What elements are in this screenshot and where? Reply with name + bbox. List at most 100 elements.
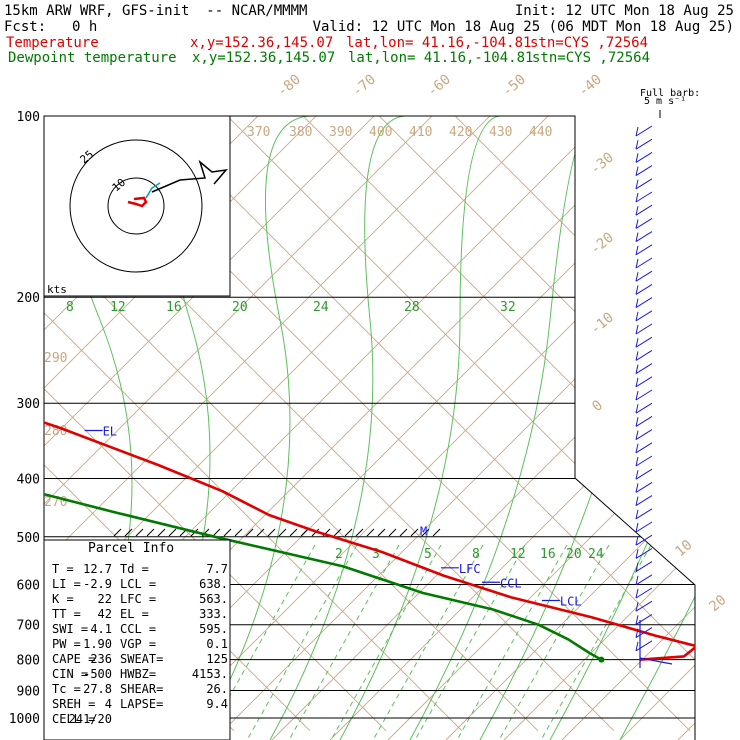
wind-barb (635, 376, 653, 388)
mixing-ratio-line (456, 544, 568, 740)
wind-barb (635, 534, 653, 546)
wind-barb (635, 575, 639, 585)
wind-barb (635, 574, 653, 586)
wind-barb (635, 495, 653, 507)
terrain-hatch (388, 528, 397, 537)
parcel-info-value: 638. (199, 577, 228, 591)
hodograph-units: kts (47, 283, 67, 296)
mixing-ratio-line (540, 544, 652, 740)
terrain-hatch (366, 528, 375, 537)
wind-barb (635, 165, 653, 177)
hodograph-ring-inner (107, 177, 165, 235)
parcel-info-value: 563. (199, 592, 228, 606)
parcel-info-value: 0.1 (206, 637, 228, 651)
valid-time: Valid: 12 UTC Mon 18 Aug 25 (06 MDT Mon … (312, 19, 734, 35)
moist-adiabat-label: 8 (66, 300, 74, 315)
wind-barb (635, 600, 653, 612)
pressure-tick-label: 600 (17, 578, 40, 593)
terrain-hatch (289, 528, 298, 537)
mixing-ratio-label: 16 (540, 547, 556, 562)
terrain-hatch (410, 528, 419, 537)
isotherm-label: -60 (424, 72, 454, 101)
isotherm-label: -10 (587, 310, 617, 339)
wind-barb (635, 166, 639, 176)
wind-barb (635, 298, 639, 308)
parcel-info-value: 42 (98, 607, 112, 621)
parcel-info-value: 236 (90, 652, 112, 666)
wind-barb (635, 442, 653, 454)
dry-adiabat-line (561, 116, 695, 740)
moist-adiabat-line (409, 116, 596, 740)
wind-barb (635, 324, 639, 335)
dry-adiabat-line (44, 116, 449, 740)
isotherm-line (275, 116, 695, 732)
dry-adiabat-line (44, 116, 507, 740)
dewpoint-legend-name: Dewpoint temperature (8, 50, 177, 66)
wind-barb (635, 244, 653, 256)
wind-barb (635, 483, 639, 493)
wind-barb (635, 285, 639, 295)
mixing-ratio-line (204, 544, 316, 740)
terrain-hatch (124, 528, 133, 537)
wind-barb (635, 336, 653, 348)
parcel-info-box (43, 539, 231, 740)
wind-barb (635, 640, 653, 652)
isotherm-label: -20 (587, 230, 617, 259)
wind-barb (635, 615, 639, 625)
mixing-ratio-line (330, 544, 442, 740)
parcel-info-value: -2.9 (83, 577, 112, 591)
isotherm-line (0, 88, 6, 730)
theta-label: 440 (529, 125, 552, 140)
terrain-hatch (256, 528, 265, 537)
wind-barb (635, 443, 639, 453)
dewpoint-legend-latlon: lat,lon= 41.16,-104.81 (348, 50, 534, 66)
wind-barb (635, 153, 639, 163)
pressure-tick-label: 100 (17, 110, 40, 125)
parcel-info-key: LI = (52, 577, 81, 591)
fcst-value: 0 h (72, 19, 98, 35)
wind-barb (635, 206, 639, 216)
level-marker-label: LCL (560, 595, 582, 609)
wind-barb (635, 192, 639, 203)
parcel-info-key: PW = (52, 637, 81, 651)
isotherm-line (427, 116, 695, 732)
pressure-tick-label: 300 (17, 397, 40, 412)
parcel-info-value: 595. (199, 622, 228, 636)
theta-label: 430 (489, 125, 512, 140)
dry-adiabat-line (387, 116, 695, 740)
wind-barb (635, 415, 653, 427)
parcel-info-key: K = (52, 592, 74, 606)
pressure-tick-label: 1000 (9, 712, 40, 727)
wind-barb (635, 151, 653, 163)
dry-adiabat-line (213, 116, 695, 740)
dewpoint-line (44, 116, 603, 661)
moist-adiabat-label: 12 (110, 300, 126, 315)
wind-barb (635, 349, 653, 361)
hodograph-ring-outer (69, 139, 203, 273)
theta-label: 390 (329, 125, 352, 140)
wind-barb (635, 126, 639, 137)
parcel-info-value: 7.7 (206, 562, 228, 576)
level-marker-label: CCL (500, 576, 522, 590)
wind-barb (635, 404, 639, 414)
parcel-info-title: Parcel Info (88, 541, 174, 556)
wind-barb (635, 272, 639, 282)
terrain-hatch (234, 528, 243, 537)
terrain-hatch (355, 528, 364, 537)
parcel-info-key: Tc = (52, 682, 81, 696)
isotherm-line (44, 116, 539, 732)
parcel-info-key: TT = (52, 607, 81, 621)
parcel-info-value: 4 (105, 697, 112, 711)
parcel-info-key: SWEAT= (120, 652, 163, 666)
wind-barb (635, 338, 639, 348)
parcel-info-key: LCL = (120, 577, 156, 591)
isotherm-label: 0 (589, 397, 606, 415)
terrain-hatch (157, 528, 166, 537)
wind-barb (635, 470, 639, 480)
terrain-hatch (421, 528, 430, 537)
wind-barb (635, 522, 639, 533)
isotherm-line (123, 116, 695, 732)
plot-frame (44, 115, 696, 740)
theta-label: 290 (44, 351, 67, 366)
moist-adiabat-label: 32 (500, 300, 516, 315)
